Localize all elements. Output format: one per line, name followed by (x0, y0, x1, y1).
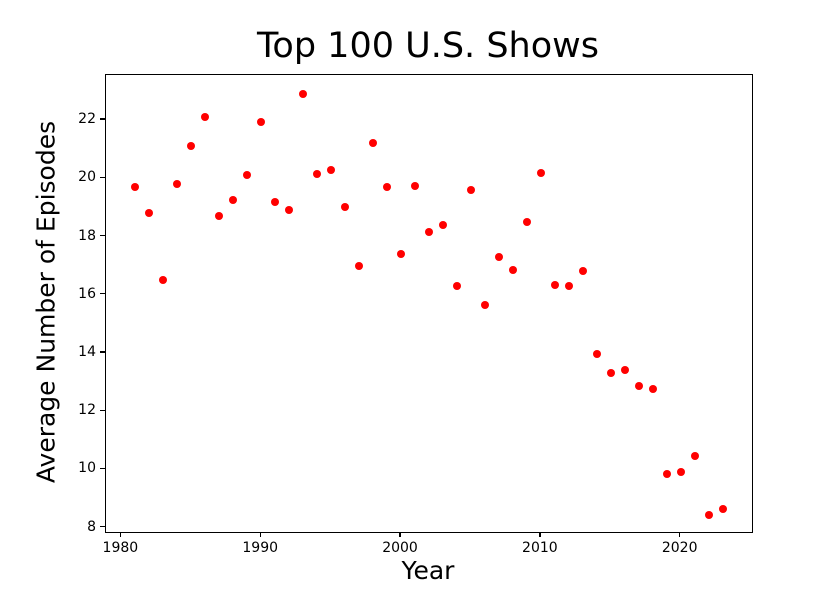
data-point (131, 183, 140, 192)
data-point (369, 139, 378, 148)
data-point (452, 282, 461, 291)
x-tick-label: 2000 (382, 540, 418, 556)
y-tick-mark (100, 525, 105, 528)
data-point (578, 267, 587, 276)
data-point (676, 468, 685, 477)
data-point (425, 228, 433, 237)
data-point (718, 504, 727, 513)
data-point (620, 366, 629, 375)
data-point (313, 169, 322, 178)
y-tick-mark (100, 467, 105, 470)
data-point (299, 89, 308, 98)
data-point (173, 180, 182, 189)
x-tick-label: 1990 (242, 540, 279, 556)
data-point (383, 183, 392, 192)
data-point (606, 369, 615, 378)
x-tick-mark (259, 532, 261, 537)
data-point (494, 252, 503, 261)
data-point (438, 220, 447, 229)
plot-area (105, 74, 753, 533)
y-tick-label: 20 (78, 169, 96, 186)
y-tick-label: 18 (78, 227, 96, 244)
x-tick-mark (539, 532, 541, 537)
data-point (243, 171, 252, 180)
data-point (201, 113, 210, 122)
data-point (690, 452, 699, 461)
x-tick-mark (119, 532, 122, 537)
data-point (662, 469, 671, 478)
data-point (704, 510, 713, 519)
y-tick-label: 12 (78, 402, 96, 419)
y-tick-label: 14 (78, 343, 96, 360)
x-tick-label: 1980 (102, 540, 139, 556)
data-point (271, 197, 280, 206)
y-tick-mark (100, 293, 105, 295)
y-tick-mark (100, 118, 105, 120)
data-point (159, 276, 168, 285)
data-point (187, 142, 196, 151)
y-tick-mark (100, 234, 105, 237)
data-point (327, 165, 336, 174)
x-tick-mark (678, 532, 681, 537)
data-point (522, 217, 531, 226)
y-tick-label: 8 (87, 518, 96, 535)
x-tick-label: 2010 (522, 540, 558, 556)
data-point (536, 168, 545, 177)
data-point (508, 266, 517, 275)
data-point (411, 181, 420, 190)
data-point (466, 185, 475, 194)
y-tick-label: 16 (78, 285, 96, 302)
data-point (397, 250, 406, 259)
data-point (564, 282, 573, 291)
data-point (285, 206, 294, 215)
y-axis-label: Average Number of Episodes (31, 120, 61, 484)
y-tick-label: 10 (78, 460, 96, 477)
y-tick-mark (100, 351, 105, 353)
data-point (355, 261, 364, 270)
data-point (215, 212, 224, 221)
data-point (229, 196, 238, 205)
chart-title: Top 100 U.S. Shows (256, 26, 599, 66)
data-point (634, 382, 643, 391)
data-point (145, 209, 154, 218)
data-point (592, 350, 601, 359)
x-axis-label: Year (401, 556, 455, 585)
x-tick-mark (399, 532, 401, 537)
y-tick-mark (100, 409, 105, 411)
y-tick-mark (100, 176, 105, 179)
data-point (341, 203, 350, 212)
data-point (648, 385, 657, 394)
data-point (480, 300, 489, 309)
data-point (257, 117, 266, 126)
x-tick-label: 2020 (661, 540, 698, 556)
data-point (550, 280, 559, 289)
y-tick-label: 22 (78, 111, 96, 128)
